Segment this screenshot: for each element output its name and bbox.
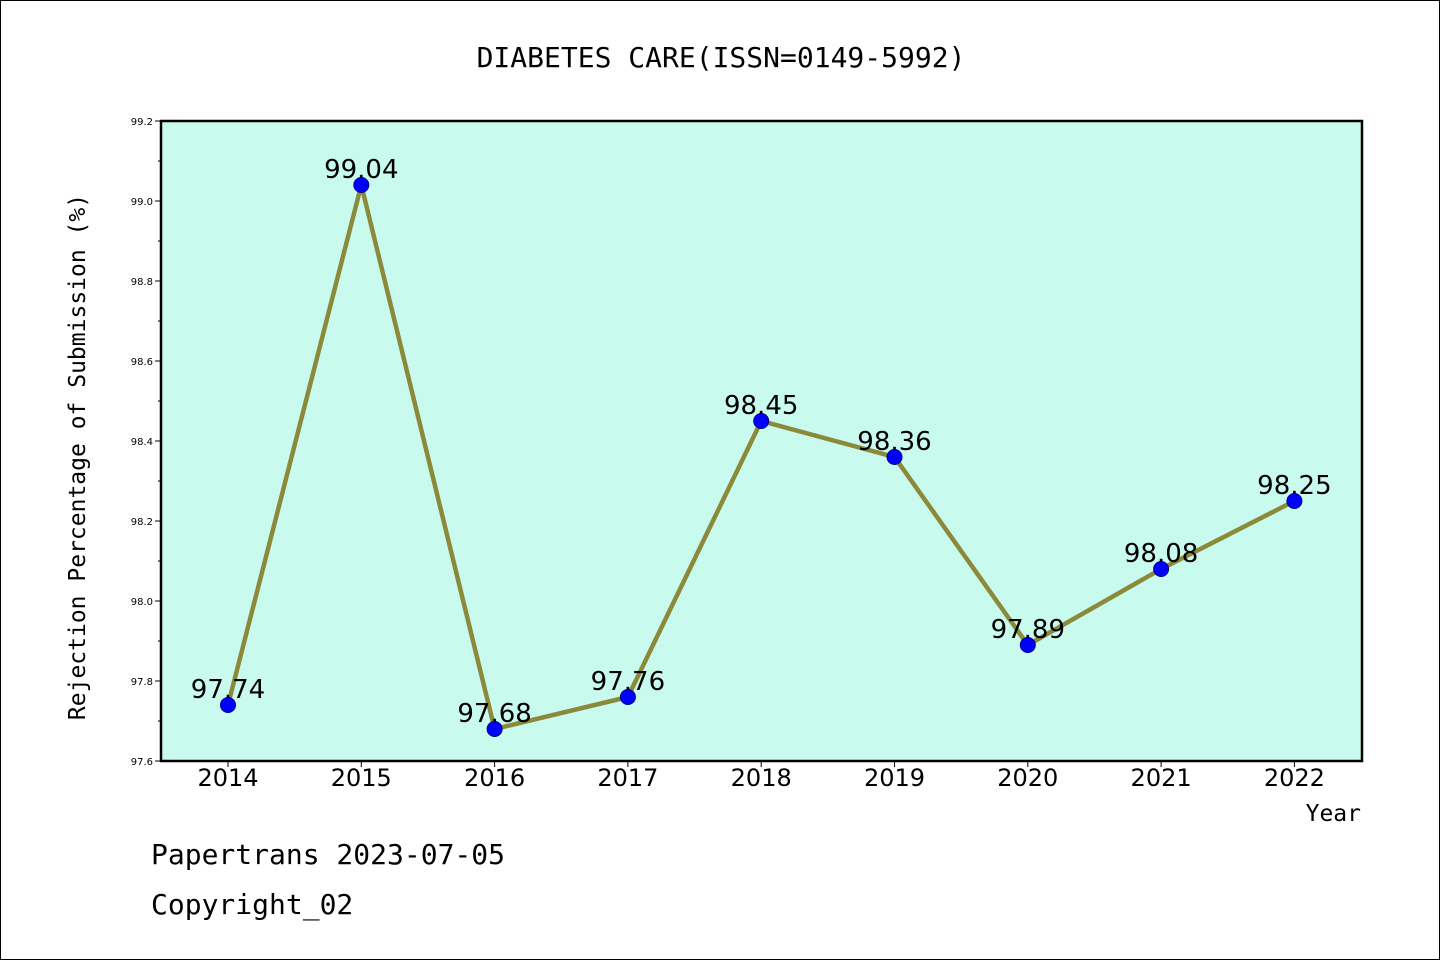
- x-tick-label: 2018: [731, 764, 792, 792]
- data-point-marker: [619, 689, 636, 705]
- data-point-label: 97.89: [991, 615, 1065, 645]
- y-tick-label: 99.2: [131, 117, 153, 128]
- data-point-marker: [1153, 561, 1170, 577]
- y-tick-label: 99.0: [131, 197, 153, 208]
- data-point-label: 98.08: [1124, 539, 1198, 569]
- data-point-label: 99.04: [324, 155, 398, 185]
- data-labels: 97.74 99.04 97.68 97.76 98.45 98.36 97.89 98.08…: [191, 155, 1332, 729]
- data-point-marker: [1019, 637, 1036, 653]
- data-point-marker: [486, 721, 503, 737]
- data-point-marker: [1286, 493, 1303, 509]
- data-point-label: 98.36: [857, 427, 931, 457]
- data-point-marker: [886, 449, 903, 465]
- x-tick-label: 2021: [1131, 764, 1192, 792]
- x-axis-ticks: 2014 2015 2016 2017 2018 2019 2020 2021 2022: [197, 761, 1325, 792]
- data-point-label: 98.25: [1257, 471, 1331, 501]
- data-point-marker: [220, 697, 236, 713]
- footer-date-text: Papertrans 2023-07-05: [151, 838, 505, 871]
- data-point-label: 97.74: [191, 675, 265, 705]
- x-tick-label: 2015: [331, 764, 392, 792]
- x-tick-label: 2016: [464, 764, 525, 792]
- data-point-label: 98.45: [724, 391, 798, 421]
- x-tick-label: 2019: [864, 764, 925, 792]
- y-axis-label: Rejection Percentage of Submission (%): [65, 194, 91, 720]
- x-axis-label: Year: [1306, 801, 1361, 827]
- plot-area: [161, 121, 1362, 761]
- footer-copyright-text: Copyright_02: [151, 888, 353, 922]
- x-tick-label: 2017: [597, 764, 658, 792]
- y-tick-label: 98.4: [131, 437, 153, 448]
- y-tick-label: 98.8: [131, 277, 153, 288]
- x-tick-label: 2014: [197, 764, 258, 792]
- y-tick-label: 97.6: [131, 757, 153, 768]
- y-tick-label: 98.0: [131, 597, 153, 608]
- y-tick-label: 97.8: [131, 677, 153, 688]
- data-point-marker: [753, 413, 770, 429]
- y-tick-label: 98.6: [131, 357, 153, 368]
- chart-title: DIABETES CARE(ISSN=0149-5992): [477, 41, 966, 74]
- y-tick-label: 98.2: [131, 517, 153, 528]
- data-point-label: 97.68: [457, 699, 531, 729]
- x-tick-label: 2022: [1264, 764, 1325, 792]
- data-point-label: 97.76: [591, 667, 665, 697]
- y-axis-ticks: 97.6 97.8 98.0 98.2 98.4 98.6 98.8 99.0 99.2: [131, 117, 161, 768]
- x-tick-label: 2020: [997, 764, 1058, 792]
- plot-frame: [159, 119, 1364, 763]
- data-markers: [220, 177, 1303, 737]
- data-point-marker: [353, 177, 370, 193]
